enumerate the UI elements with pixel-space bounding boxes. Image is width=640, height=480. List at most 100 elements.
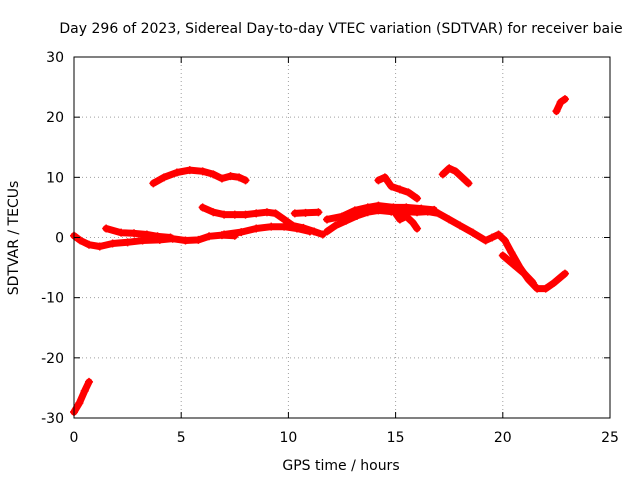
data-point	[550, 278, 559, 287]
data-point	[350, 206, 359, 215]
data-point	[434, 209, 443, 218]
series-track-k	[438, 164, 473, 188]
y-tick-label: -30	[41, 411, 64, 427]
data-point	[445, 215, 454, 224]
data-point	[408, 218, 417, 227]
axes: 0 5 10 15 20 25 -30 -20 -10 0 10 20 30	[41, 50, 619, 446]
y-axis-label: SDTVAR / TECUs	[6, 181, 22, 296]
data-point	[220, 210, 229, 219]
data-point	[280, 222, 289, 231]
y-tick-label: 0	[55, 231, 64, 247]
data-point	[209, 170, 218, 179]
y-tick-label: -10	[41, 291, 64, 307]
x-tick-label: 25	[601, 430, 619, 446]
data-point	[430, 205, 439, 214]
data-point	[166, 233, 175, 242]
data-point	[438, 170, 447, 179]
data-point	[262, 208, 271, 217]
series-track-j	[374, 173, 422, 203]
data-layer	[70, 95, 569, 416]
series-band	[499, 252, 537, 287]
data-point	[520, 269, 529, 278]
data-point	[464, 179, 473, 188]
data-point	[142, 230, 151, 239]
data-point	[498, 251, 507, 260]
data-point	[85, 240, 94, 249]
data-point	[209, 208, 218, 217]
data-point	[198, 203, 207, 212]
data-point	[494, 230, 503, 239]
data-point	[305, 227, 314, 236]
data-point	[252, 209, 261, 218]
data-point	[322, 215, 331, 224]
data-point	[391, 209, 400, 218]
data-point	[241, 210, 250, 219]
data-point	[389, 203, 398, 212]
y-tick-label: -20	[41, 351, 64, 367]
chart-title: Day 296 of 2023, Sidereal Day-to-day VTE…	[59, 21, 622, 37]
data-point	[95, 242, 104, 251]
x-axis-label: GPS time / hours	[282, 458, 399, 474]
data-point	[280, 215, 289, 224]
data-point	[252, 224, 261, 233]
data-point	[76, 236, 85, 245]
series-track-l	[498, 251, 537, 287]
data-point	[387, 182, 396, 191]
data-point	[149, 179, 158, 188]
grid	[74, 57, 610, 418]
data-point	[488, 233, 497, 242]
data-point	[556, 98, 565, 107]
series-track-g	[290, 208, 323, 218]
data-point	[481, 236, 490, 245]
data-point	[402, 212, 411, 221]
x-tick-label: 10	[279, 430, 297, 446]
data-point	[198, 167, 207, 176]
data-point	[528, 278, 537, 287]
data-point	[533, 284, 542, 293]
data-point	[331, 221, 340, 230]
series-track-m	[552, 95, 569, 116]
x-tick-label: 15	[387, 430, 405, 446]
data-point	[130, 229, 139, 238]
data-point	[451, 167, 460, 176]
series-track-c	[70, 377, 94, 416]
data-point	[507, 248, 516, 257]
data-point	[417, 204, 426, 213]
data-point	[80, 386, 89, 395]
data-point	[413, 194, 422, 203]
data-point	[153, 232, 162, 241]
data-point	[395, 185, 404, 194]
data-point	[338, 212, 346, 221]
series-track-f	[220, 222, 314, 239]
data-point	[267, 222, 276, 231]
data-point	[194, 235, 203, 244]
data-point	[314, 208, 323, 217]
y-tick-label: 20	[46, 110, 64, 126]
series-track-n	[391, 209, 422, 233]
series-track-d	[149, 166, 250, 188]
data-point	[290, 209, 299, 218]
y-tick-label: 30	[46, 50, 64, 66]
data-point	[509, 260, 518, 269]
series-track-i	[322, 201, 439, 224]
data-point	[230, 210, 239, 219]
data-point	[237, 228, 246, 237]
data-point	[181, 236, 190, 245]
data-point	[500, 236, 509, 245]
y-tick-label: 10	[46, 170, 64, 186]
series-band	[149, 166, 249, 187]
data-point	[172, 168, 181, 177]
data-point	[117, 228, 126, 237]
data-point	[552, 107, 561, 116]
data-point	[241, 176, 250, 185]
x-tick-label: 5	[177, 430, 186, 446]
data-point	[363, 203, 372, 212]
data-point	[458, 173, 467, 182]
data-point	[301, 208, 310, 217]
series-band	[70, 378, 93, 416]
data-point	[185, 166, 194, 175]
data-point	[226, 172, 235, 181]
data-point	[395, 215, 404, 224]
data-point	[374, 176, 383, 185]
